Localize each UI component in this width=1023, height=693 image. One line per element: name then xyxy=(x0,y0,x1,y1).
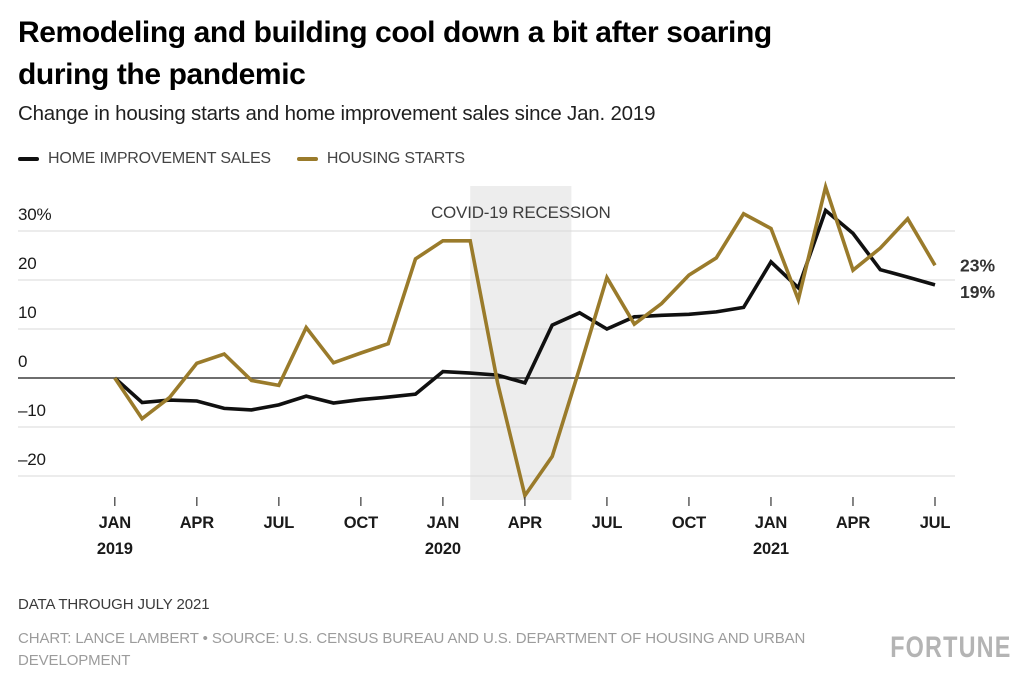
y-axis-label-10: 10 xyxy=(18,303,37,322)
data-note: DATA THROUGH JULY 2021 xyxy=(18,596,210,613)
legend-label: HOUSING STARTS xyxy=(326,150,465,167)
source-credit: CHART: LANCE LAMBERT • SOURCE: U.S. CENS… xyxy=(18,630,806,669)
x-tick-label-apr: APR xyxy=(180,514,215,532)
x-tick-label-jan-2019: JAN xyxy=(99,514,131,532)
line-housing-starts xyxy=(113,180,937,500)
x-tick-label-oct: OCT xyxy=(672,514,706,532)
chart-title-line1: Remodeling and building cool down a bit … xyxy=(18,16,772,49)
line-home-improvement-sales xyxy=(113,207,936,412)
x-tick-label-jul: JUL xyxy=(264,514,295,532)
y-axis-label-30: 30% xyxy=(18,205,52,224)
x-tick-year-2019: 2019 xyxy=(97,540,133,558)
housing-starts-line-swatch xyxy=(296,157,318,161)
end-label-housing-starts: 23% xyxy=(960,255,995,275)
legend-item-housing-starts: HOUSING STARTS xyxy=(296,150,465,168)
x-tick-label-jan-2020: JAN xyxy=(427,514,459,532)
fortune-logo: FORTUNE xyxy=(889,631,1011,664)
chart-title: Remodeling and building cool down a bit … xyxy=(18,12,1008,96)
legend-label: HOME IMPROVEMENT SALES xyxy=(48,150,271,167)
recession-band xyxy=(470,186,572,500)
x-tick-label-apr: APR xyxy=(508,514,543,532)
x-tick-label-jul: JUL xyxy=(592,514,623,532)
x-tick-label-oct: OCT xyxy=(344,514,378,532)
home-improvement-line-swatch xyxy=(18,157,39,161)
chart-title-line2: during the pandemic xyxy=(18,58,306,91)
x-tick-year-2021: 2021 xyxy=(753,540,789,558)
recession-annotation: COVID-19 RECESSION xyxy=(431,203,611,222)
x-tick-label-jul: JUL xyxy=(920,514,951,532)
end-label-home-improvement-sales: 19% xyxy=(960,282,995,302)
x-tick-label-apr: APR xyxy=(836,514,871,532)
y-axis-label--10: –10 xyxy=(18,401,46,420)
chart-legend: HOME IMPROVEMENT SALES HOUSING STARTS xyxy=(18,150,465,168)
legend-item-home-improvement-sales: HOME IMPROVEMENT SALES xyxy=(18,150,271,168)
line-chart-plot: 30% 20 10 0 –10 –20 COVID-19 RECESSION 19% 23% JA… xyxy=(18,180,995,558)
y-axis-label-0: 0 xyxy=(18,352,27,371)
y-axis-label--20: –20 xyxy=(18,450,46,469)
y-axis-label-20: 20 xyxy=(18,254,37,273)
chart-subtitle: Change in housing starts and home improv… xyxy=(18,102,656,125)
x-tick-year-2020: 2020 xyxy=(425,540,461,558)
x-tick-label-jan-2021: JAN xyxy=(755,514,787,532)
